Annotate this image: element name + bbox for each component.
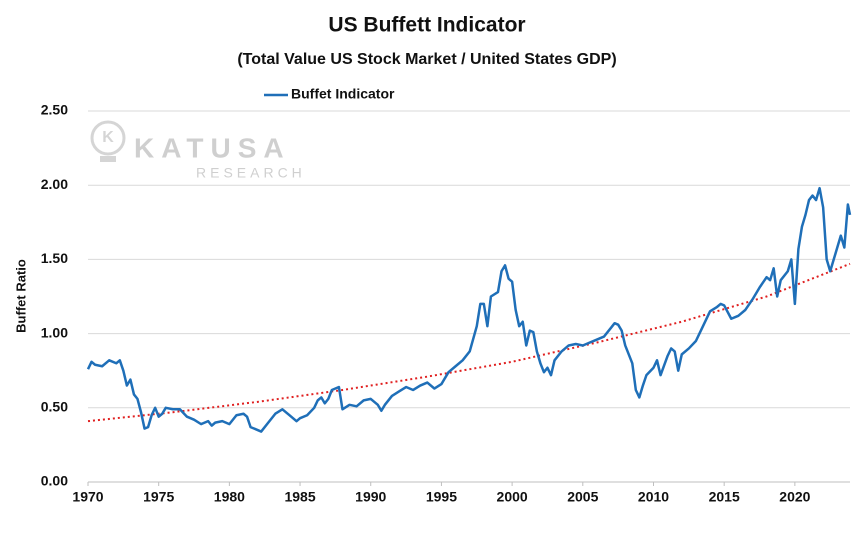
y-tick-label: 0.00 (41, 473, 68, 489)
logo-letter: K (102, 129, 114, 146)
x-tick-label: 1985 (284, 489, 315, 505)
chart-subtitle: (Total Value US Stock Market / United St… (237, 51, 616, 68)
x-tick-label: 1980 (214, 489, 245, 505)
x-tick-label: 1975 (143, 489, 174, 505)
y-tick-label: 2.50 (41, 102, 68, 118)
y-tick-label: 0.50 (41, 399, 68, 415)
watermark: K KATUSA RESEARCH (90, 120, 306, 181)
watermark-tagline: RESEARCH (196, 165, 306, 181)
x-tick-label: 2000 (497, 489, 528, 505)
series-line (86, 186, 852, 433)
logo-base (100, 156, 116, 162)
x-tick-label: 1995 (426, 489, 457, 505)
y-tick-label: 1.50 (41, 250, 68, 266)
x-tick-label: 1970 (72, 489, 103, 505)
watermark-name: KATUSA (134, 132, 291, 163)
y-tick-label: 2.00 (41, 176, 68, 192)
x-tick-label: 1990 (355, 489, 386, 505)
y-tick-label: 1.00 (41, 324, 68, 340)
y-axis-label: Buffet Ratio (13, 259, 28, 333)
chart-title: US Buffett Indicator (328, 14, 525, 37)
legend-label: Buffet Indicator (291, 86, 395, 102)
logo-bulb (90, 120, 126, 156)
x-tick-label: 2010 (638, 489, 669, 505)
x-tick-label: 2005 (567, 489, 598, 505)
x-tick-label: 2015 (709, 489, 740, 505)
x-tick-label: 2020 (779, 489, 810, 505)
trend-line (87, 262, 851, 423)
